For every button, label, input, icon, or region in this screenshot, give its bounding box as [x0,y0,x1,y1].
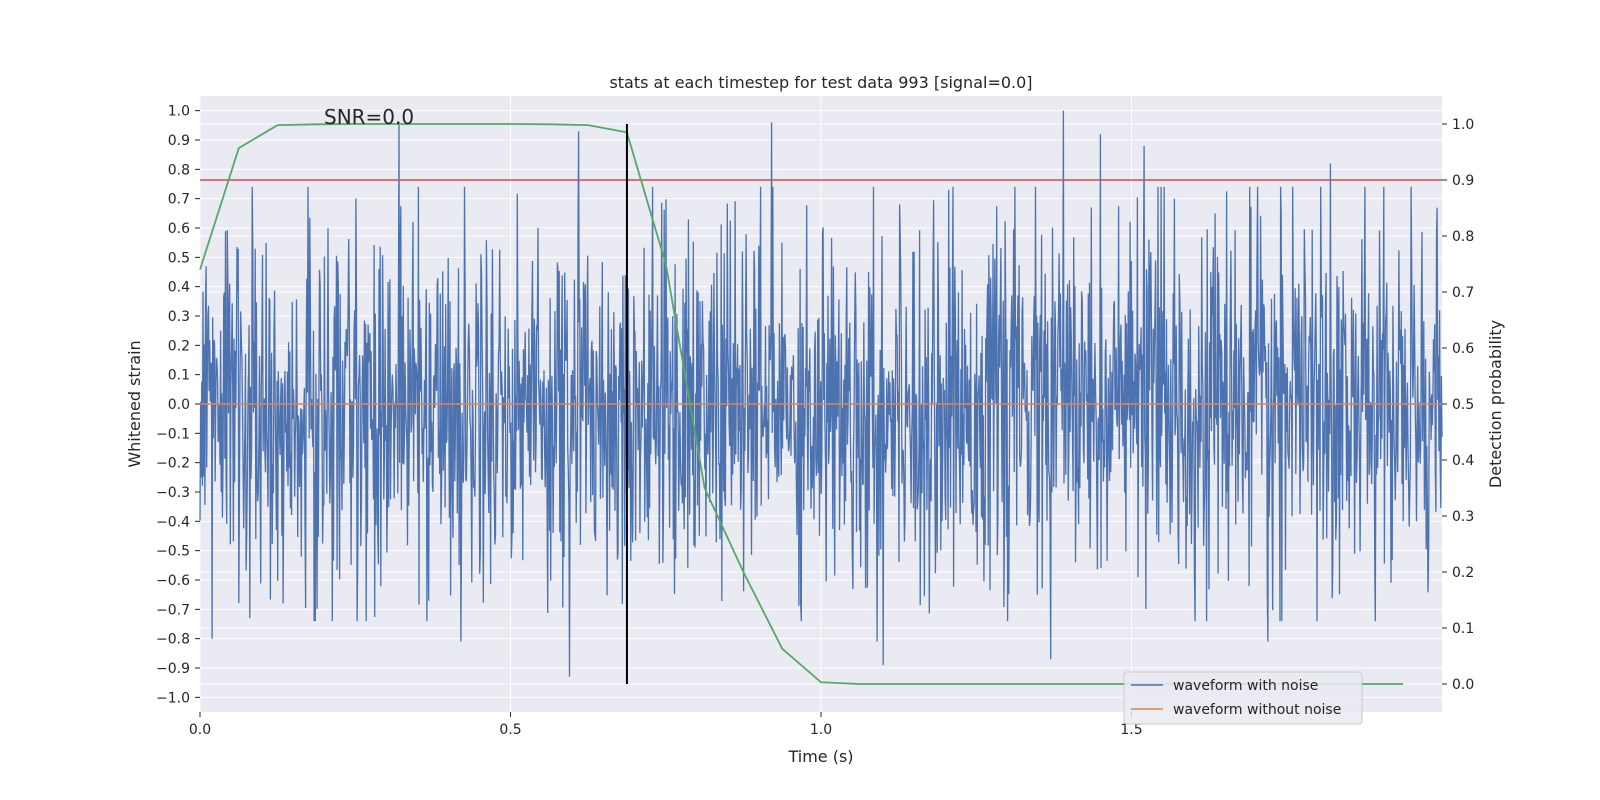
y-tick-label: 0.6 [168,221,190,237]
y-tick-label: −0.9 [156,661,190,677]
x-tick-label: 1.0 [810,722,832,738]
snr-annotation: SNR=0.0 [324,105,414,129]
y-tick-label: 0.3 [168,309,190,325]
y-tick-label: −0.2 [156,456,190,472]
y-tick-label: 1.0 [168,104,190,120]
y-tick-label: −0.5 [156,544,190,560]
y2-tick-label: 0.5 [1452,397,1474,413]
legend-entry-noisy: waveform with noise [1173,678,1318,694]
y2-tick-label: 0.3 [1452,509,1474,525]
x-tick-label: 0.0 [189,722,211,738]
chart-title: stats at each timestep for test data 993… [609,73,1032,92]
y-tick-label: 0.9 [168,133,190,149]
y-tick-label: −0.7 [156,602,190,618]
x-tick-label: 0.5 [499,722,521,738]
y2-axis-label: Detection probability [1486,320,1505,488]
y-tick-label: −0.1 [156,426,190,442]
y-tick-label: 0.5 [168,250,190,266]
y-tick-label: 0.1 [168,368,190,384]
y-tick-label: 0.8 [168,162,190,178]
x-axis-label: Time (s) [787,747,853,766]
y-tick-label: 0.7 [168,192,190,208]
y2-tick-label: 0.4 [1452,453,1474,469]
legend: waveform with noise waveform without noi… [1123,671,1363,725]
y-tick-label: −0.8 [156,632,190,648]
y2-tick-label: 0.8 [1452,229,1474,245]
legend-entry-clean: waveform without noise [1173,702,1341,718]
y2-tick-label: 1.0 [1452,117,1474,133]
y2-tick-label: 0.9 [1452,173,1474,189]
y2-tick-label: 0.0 [1452,677,1474,693]
y2-tick-label: 0.6 [1452,341,1474,357]
y-tick-label: 0.2 [168,338,190,354]
y-tick-label: −0.6 [156,573,190,589]
x-tick-label: 1.5 [1120,722,1142,738]
y-tick-label: −1.0 [156,690,190,706]
y2-tick-label: 0.2 [1452,565,1474,581]
legend-box [1123,671,1363,725]
y-tick-label: 0.4 [168,280,190,296]
y-tick-label: −0.3 [156,485,190,501]
noisy-waveform-line [199,110,1443,677]
y2-tick-label: 0.7 [1452,285,1474,301]
y-tick-label: 0.0 [168,397,190,413]
y-tick-label: −0.4 [156,514,190,530]
noisy-waveform-series [199,110,1443,677]
y2-tick-label: 0.1 [1452,621,1474,637]
y-axis-label: Whitened strain [125,340,144,467]
